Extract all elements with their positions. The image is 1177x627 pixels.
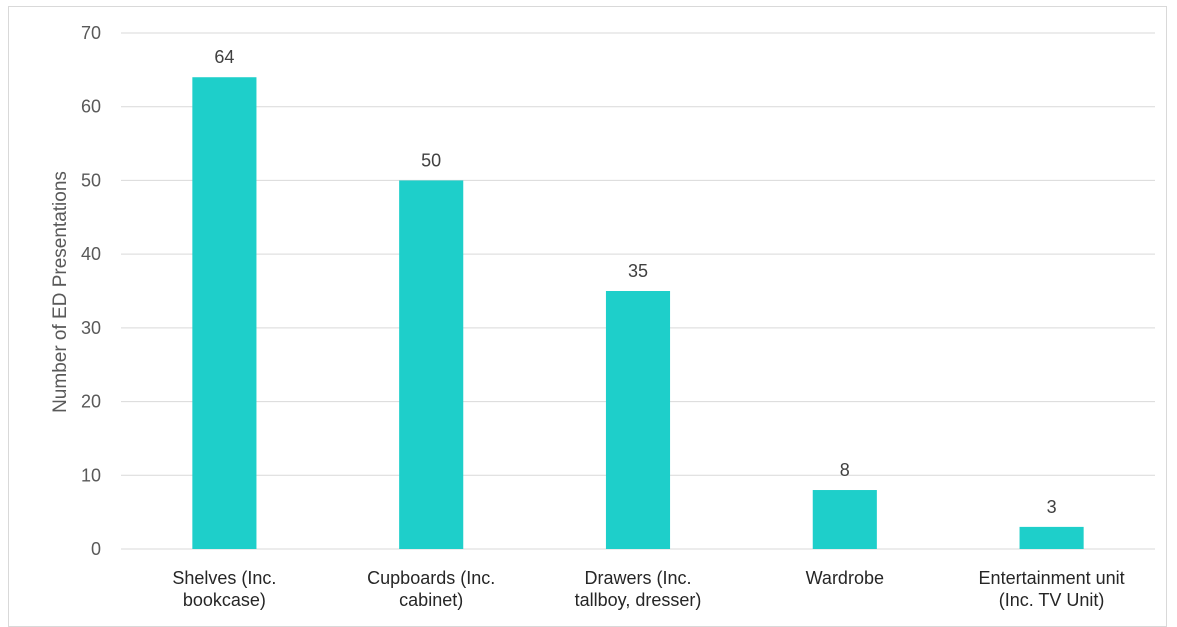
x-tick-label: Cupboards (Inc. cabinet): [367, 568, 495, 610]
data-labels: 64 50 35 8 3: [214, 47, 1056, 517]
bar: [605, 291, 671, 549]
data-label: 64: [214, 47, 234, 67]
y-axis-ticks: 0 10 20 30 40 50 60 70: [81, 23, 101, 559]
data-label: 8: [840, 460, 850, 480]
y-tick-label: 20: [81, 392, 101, 412]
y-tick-label: 0: [91, 539, 101, 559]
x-tick-label: Shelves (Inc. bookcase): [172, 568, 276, 610]
bar: [812, 490, 877, 549]
data-label: 3: [1047, 497, 1057, 517]
x-tick-label: Wardrobe: [806, 568, 884, 588]
y-tick-label: 70: [81, 23, 101, 43]
y-tick-label: 50: [81, 170, 101, 190]
y-axis-label: Number of ED Presentations: [50, 171, 71, 413]
bar: [192, 77, 257, 549]
bar: [399, 180, 464, 549]
x-tick-label: Entertainment unit (Inc. TV Unit): [979, 568, 1125, 610]
x-tick-label: Drawers (Inc. tallboy, dresser): [575, 568, 702, 610]
data-label: 50: [421, 150, 441, 170]
y-tick-label: 10: [81, 465, 101, 485]
x-axis-categories: Shelves (Inc. bookcase) Cupboards (Inc. cab…: [172, 568, 1124, 610]
data-label: 35: [628, 261, 648, 281]
bars: [192, 77, 1084, 549]
bar: [1019, 526, 1084, 549]
y-tick-label: 30: [81, 318, 101, 338]
y-tick-label: 60: [81, 97, 101, 117]
y-tick-label: 40: [81, 244, 101, 264]
